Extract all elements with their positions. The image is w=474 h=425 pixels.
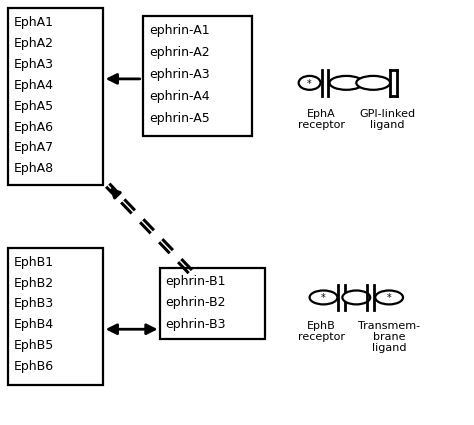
Ellipse shape — [356, 76, 390, 90]
Text: receptor: receptor — [298, 332, 345, 342]
Text: EphA: EphA — [307, 109, 336, 119]
Text: ligand: ligand — [372, 343, 406, 353]
Text: EphB: EphB — [307, 321, 336, 331]
Text: EphB5: EphB5 — [13, 339, 54, 352]
Text: EphA6: EphA6 — [13, 121, 53, 133]
Bar — [161, 268, 265, 339]
Ellipse shape — [299, 76, 320, 90]
Text: ephrin-A1: ephrin-A1 — [149, 24, 210, 37]
Bar — [9, 8, 103, 185]
Text: GPI-linked: GPI-linked — [359, 109, 415, 119]
Text: *: * — [387, 293, 392, 303]
Text: EphB3: EphB3 — [13, 298, 54, 310]
Text: EphB6: EphB6 — [13, 360, 54, 373]
Text: Transmem-: Transmem- — [358, 321, 420, 331]
Ellipse shape — [342, 290, 370, 304]
Text: EphB4: EphB4 — [13, 318, 54, 332]
Text: EphA3: EphA3 — [13, 58, 53, 71]
Text: receptor: receptor — [298, 119, 345, 130]
Text: EphB2: EphB2 — [13, 277, 54, 289]
Text: EphA8: EphA8 — [13, 162, 54, 176]
Ellipse shape — [375, 290, 403, 304]
Text: ephrin-B1: ephrin-B1 — [165, 275, 226, 288]
Text: ephrin-B3: ephrin-B3 — [165, 318, 226, 332]
Bar — [143, 16, 252, 136]
Bar — [9, 248, 103, 385]
Text: EphA7: EphA7 — [13, 142, 54, 154]
Ellipse shape — [329, 76, 363, 90]
Text: *: * — [321, 293, 326, 303]
Text: brane: brane — [373, 332, 405, 342]
Text: EphB1: EphB1 — [13, 256, 54, 269]
Text: ephrin-A5: ephrin-A5 — [149, 112, 210, 125]
Text: EphA2: EphA2 — [13, 37, 53, 50]
Text: ephrin-A4: ephrin-A4 — [149, 90, 210, 103]
Text: *: * — [307, 79, 312, 89]
Text: ephrin-A3: ephrin-A3 — [149, 68, 210, 81]
Ellipse shape — [310, 290, 337, 304]
Text: ephrin-A2: ephrin-A2 — [149, 46, 210, 59]
Text: EphA1: EphA1 — [13, 16, 53, 29]
Text: ligand: ligand — [370, 119, 404, 130]
Text: EphA4: EphA4 — [13, 79, 53, 92]
Text: EphA5: EphA5 — [13, 100, 54, 113]
Text: ephrin-B2: ephrin-B2 — [165, 297, 226, 309]
